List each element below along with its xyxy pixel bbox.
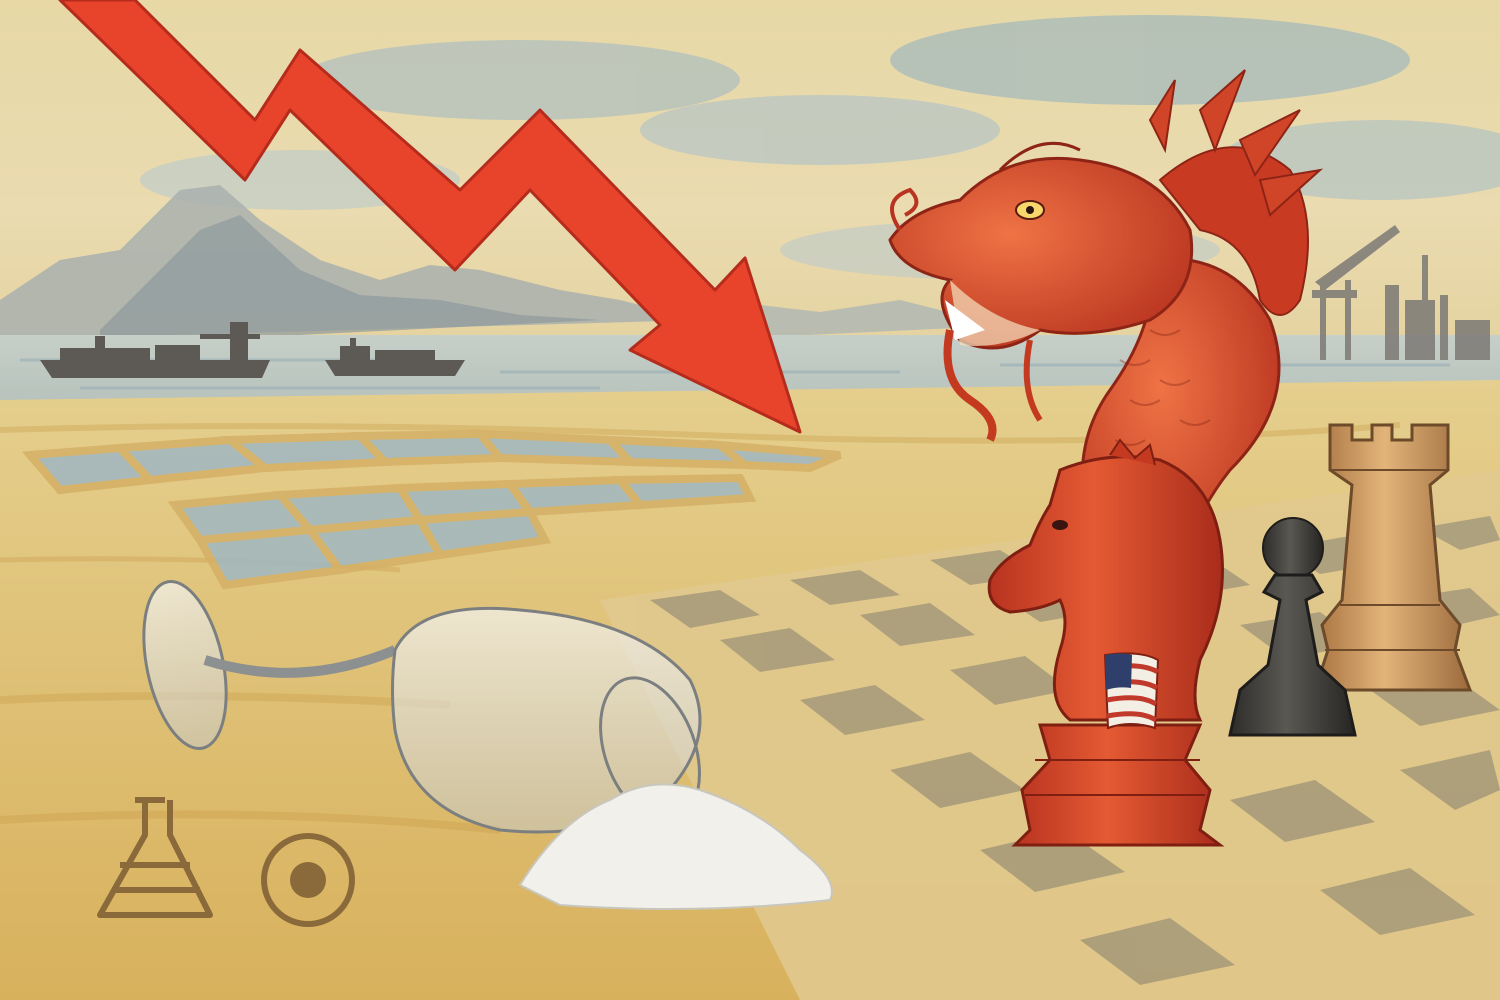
salt-pile: [518, 783, 833, 910]
us-flag-emblem: [1103, 652, 1160, 730]
circle-target-icon: [261, 833, 355, 927]
pawn-chess-piece: [1228, 517, 1357, 737]
cargo-ship: [40, 322, 270, 378]
knight-chess-piece: [987, 438, 1225, 847]
salt-ponds: [21, 429, 842, 590]
rook-chess-piece: [1312, 423, 1473, 692]
tipped-wine-glass: [142, 579, 702, 834]
cargo-ship: [325, 338, 465, 376]
flask-icon: [97, 797, 213, 918]
port-crane: [1312, 225, 1490, 360]
down-trend-arrow: [58, 0, 802, 434]
mountains: [0, 185, 1020, 345]
